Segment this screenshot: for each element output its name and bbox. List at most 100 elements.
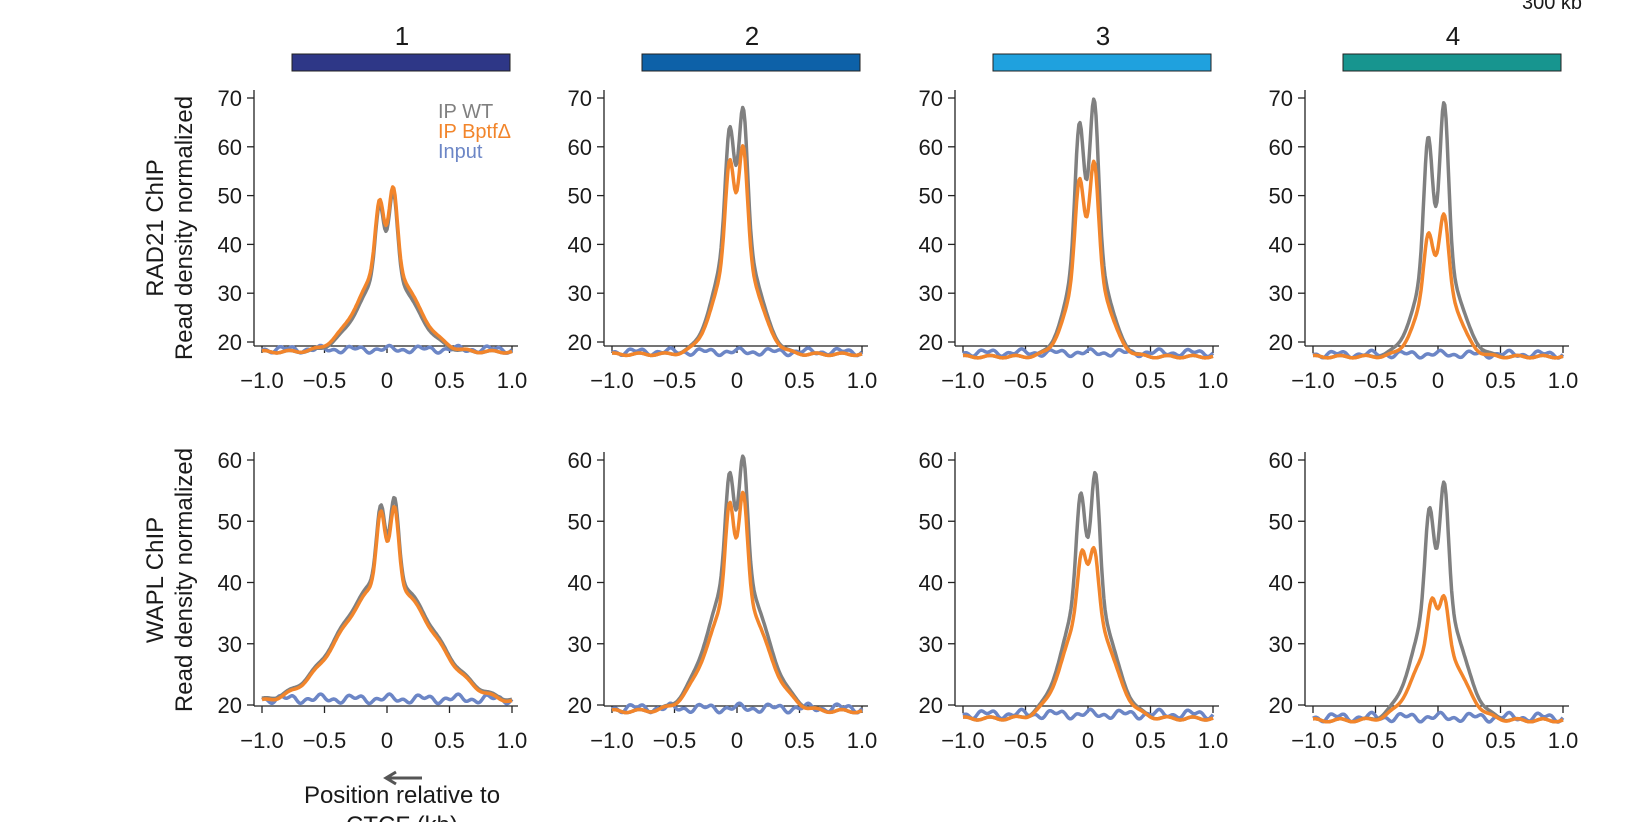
y-tick-label: 50 xyxy=(218,509,242,534)
series-line-input xyxy=(962,707,1215,721)
x-tick-label: −0.5 xyxy=(653,368,696,393)
series-line-ipbptf xyxy=(611,144,863,358)
series-line-ipbptf xyxy=(962,545,1214,722)
chart-rad21-3: 20 30 40 50 60 70 −1.0 −0.5 0 0.5 1.0 xyxy=(919,86,1229,393)
series-line-ipwt xyxy=(1312,480,1564,724)
y-tick-label: 20 xyxy=(1269,330,1293,355)
panel-header-4: 4 xyxy=(1342,21,1562,72)
y-tick-label: 60 xyxy=(1269,448,1293,473)
y-tick-label: 50 xyxy=(1269,509,1293,534)
series-line-ipbptf xyxy=(1312,212,1564,360)
chart-wapl-1: 20 30 40 50 60 −1.0 −0.5 0 0.5 1.0 xyxy=(218,448,528,753)
x-tick-label: 0.5 xyxy=(434,368,465,393)
x-tick-label: 1.0 xyxy=(497,728,528,753)
x-tick-label: 0 xyxy=(381,728,393,753)
y-tick-label: 20 xyxy=(568,330,592,355)
legend-ip-bptf: IP BptfΔ xyxy=(438,121,511,143)
scale-label: 300 kb xyxy=(1522,0,1582,14)
y-tick-label: 40 xyxy=(1269,571,1293,596)
y-tick-label: 40 xyxy=(919,571,943,596)
x-tick-label: 0.5 xyxy=(434,728,465,753)
row-label-rad21-line2: Read density normalized xyxy=(171,96,198,360)
x-tick-label: −1.0 xyxy=(590,728,633,753)
chart-rad21-4: 20 30 40 50 60 70 −1.0 −0.5 0 0.5 1.0 xyxy=(1269,86,1579,393)
y-tick-label: 60 xyxy=(568,448,592,473)
legend-ip-wt: IP WT xyxy=(438,101,493,123)
y-tick-label: 70 xyxy=(568,86,592,111)
panel-color-bar-1 xyxy=(291,53,511,72)
x-tick-label: 1.0 xyxy=(1198,728,1229,753)
panel-label-1: 1 xyxy=(395,21,409,51)
y-tick-label: 40 xyxy=(218,571,242,596)
y-tick-label: 50 xyxy=(568,184,592,209)
x-tick-label: 0 xyxy=(1082,368,1094,393)
y-tick-label: 50 xyxy=(919,509,943,534)
series-line-ipwt xyxy=(261,495,513,702)
chart-rad21-1: 20 30 40 50 60 70 −1.0 −0.5 0 0.5 1.0 xyxy=(218,86,528,393)
x-tick-label: 0.5 xyxy=(784,368,815,393)
panel-header-1: 1 xyxy=(291,21,511,72)
chart-wapl-3: 20 30 40 50 60 −1.0 −0.5 0 0.5 1.0 xyxy=(919,448,1229,753)
y-tick-label: 30 xyxy=(919,281,943,306)
chart-rad21-2: 20 30 40 50 60 70 −1.0 −0.5 0 0.5 1.0 xyxy=(568,86,878,393)
series-line-ipwt xyxy=(611,105,863,358)
y-tick-label: 30 xyxy=(218,632,242,657)
y-tick-label: 30 xyxy=(568,281,592,306)
y-tick-label: 20 xyxy=(919,693,943,718)
x-tick-label: −0.5 xyxy=(303,368,346,393)
series-line-ipwt xyxy=(962,97,1214,360)
x-tick-label: 0.5 xyxy=(1135,368,1166,393)
x-tick-label: −0.5 xyxy=(1004,728,1047,753)
panel-color-bar-4 xyxy=(1342,53,1562,72)
panel-color-bar-2 xyxy=(641,53,861,72)
panel-color-bar-3 xyxy=(992,53,1212,72)
y-tick-label: 30 xyxy=(1269,281,1293,306)
y-tick-label: 50 xyxy=(218,184,242,209)
x-tick-label: 1.0 xyxy=(1548,368,1579,393)
legend-input: Input xyxy=(438,141,483,163)
series-line-ipbptf xyxy=(261,505,513,704)
row-label-rad21-line1: RAD21 ChIP xyxy=(142,159,169,296)
y-tick-label: 40 xyxy=(568,571,592,596)
series-line-ipbptf xyxy=(261,185,513,355)
y-tick-label: 30 xyxy=(919,632,943,657)
panel-header-3: 3 xyxy=(992,21,1212,72)
y-tick-label: 30 xyxy=(1269,632,1293,657)
arrow-left-icon xyxy=(383,770,422,786)
row-label-wapl-line2: Read density normalized xyxy=(171,448,198,712)
y-tick-label: 40 xyxy=(1269,232,1293,257)
x-tick-label: −0.5 xyxy=(303,728,346,753)
x-tick-label: −1.0 xyxy=(590,368,633,393)
y-tick-label: 50 xyxy=(919,184,943,209)
x-tick-label: 0.5 xyxy=(1135,728,1166,753)
x-tick-label: 0.5 xyxy=(1485,368,1516,393)
panel-label-4: 4 xyxy=(1446,21,1460,51)
y-tick-label: 40 xyxy=(568,232,592,257)
x-tick-label: −1.0 xyxy=(240,728,283,753)
x-tick-label: 0 xyxy=(731,728,743,753)
y-tick-label: 20 xyxy=(568,693,592,718)
x-axis-title-line1: Position relative to xyxy=(304,782,500,809)
x-tick-label: 0.5 xyxy=(784,728,815,753)
x-tick-label: −1.0 xyxy=(240,368,283,393)
y-tick-label: 60 xyxy=(919,448,943,473)
series-line-ipwt xyxy=(611,454,863,715)
x-tick-label: 0 xyxy=(1432,728,1444,753)
x-tick-label: 1.0 xyxy=(497,368,528,393)
series-line-input xyxy=(962,347,1215,359)
x-tick-label: 1.0 xyxy=(1198,368,1229,393)
x-tick-label: −1.0 xyxy=(941,368,984,393)
series-line-ipbptf xyxy=(1312,593,1564,724)
x-tick-label: −0.5 xyxy=(1354,368,1397,393)
row-label-rad21: RAD21 ChIP Read density normalized xyxy=(142,96,198,360)
x-tick-label: 1.0 xyxy=(847,728,878,753)
series-line-ipwt xyxy=(1312,101,1564,360)
x-axis-title: Position relative to CTCF (kb) xyxy=(304,770,500,822)
y-tick-label: 20 xyxy=(218,330,242,355)
chart-panels: 1 2 3 4 20 30 40 50 60 70 −1.0 −0.5 0 0.5 1.0 20 30 40 50 6… xyxy=(218,21,1579,753)
chart-wapl-2: 20 30 40 50 60 −1.0 −0.5 0 0.5 1.0 xyxy=(568,448,878,753)
panel-header-2: 2 xyxy=(641,21,861,72)
y-tick-label: 40 xyxy=(919,232,943,257)
y-tick-label: 50 xyxy=(1269,184,1293,209)
x-tick-label: 0 xyxy=(1082,728,1094,753)
